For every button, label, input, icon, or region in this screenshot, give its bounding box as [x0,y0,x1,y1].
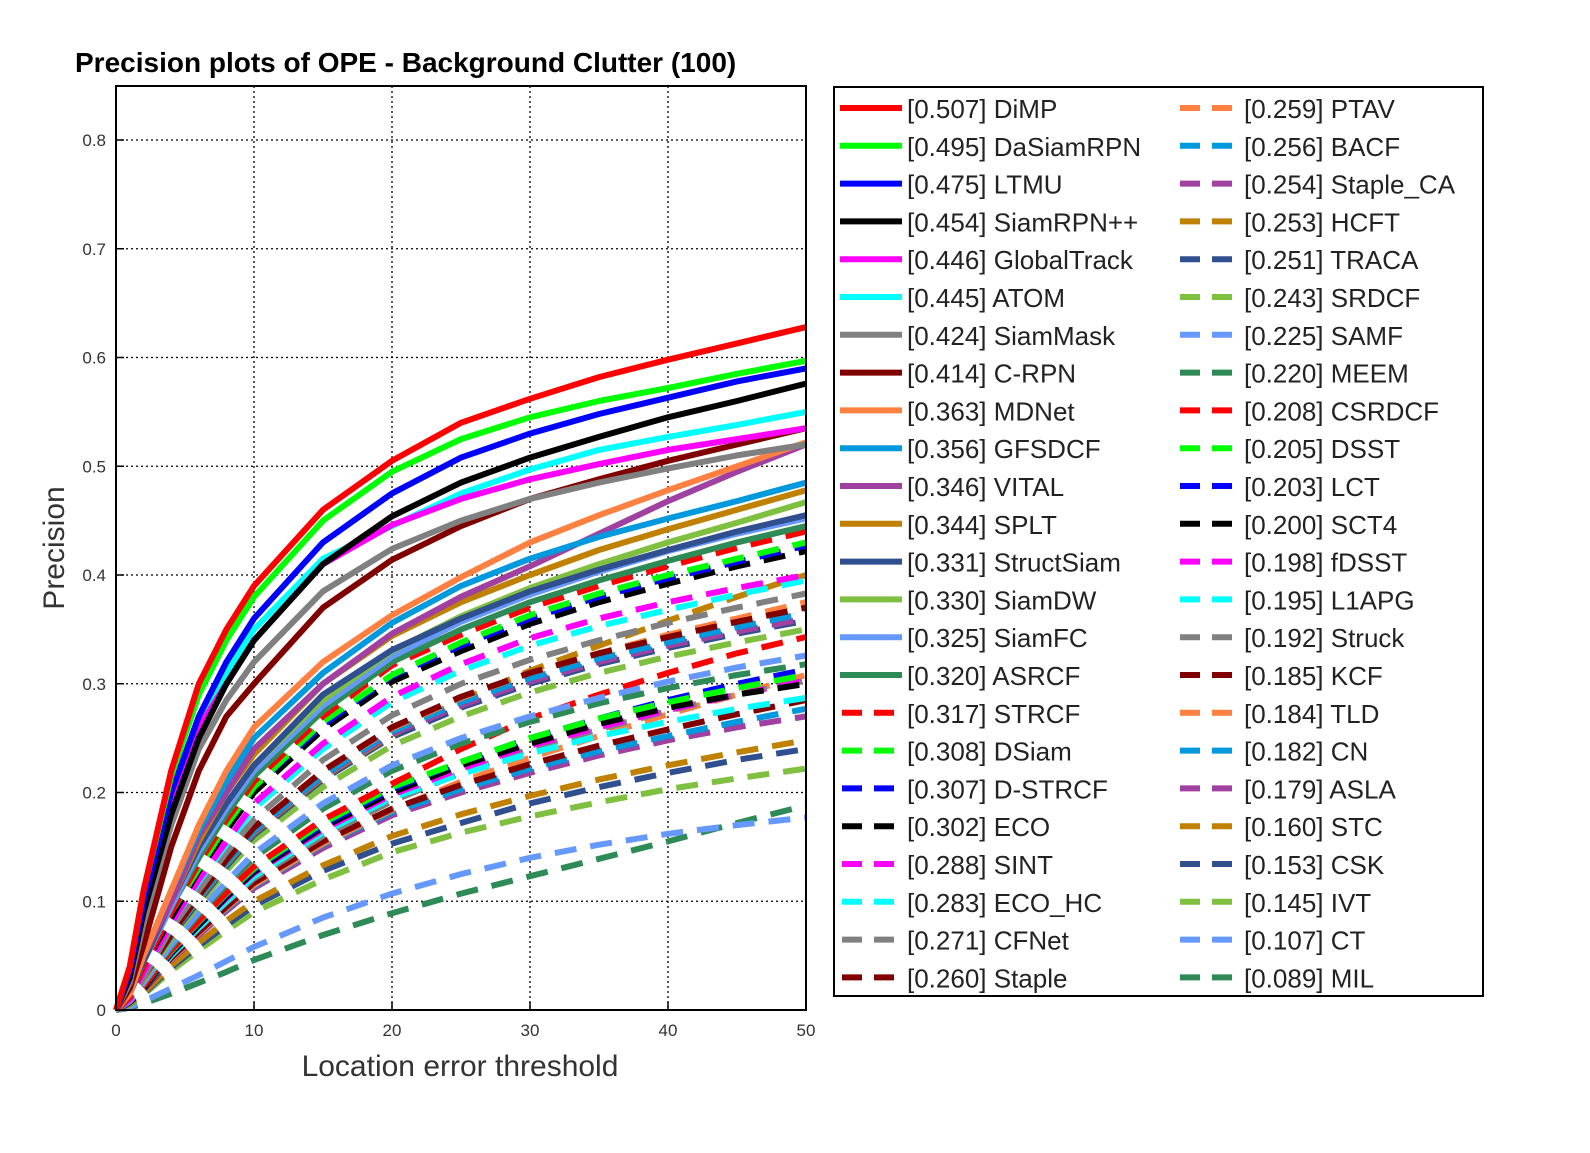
legend-entry: [0.414] C-RPN [907,359,1076,389]
legend-entry: [0.445] ATOM [907,283,1065,313]
legend-entry: [0.153] CSK [1244,850,1385,880]
legend-entry: [0.089] MIL [1244,963,1374,993]
series-line [113,425,807,1012]
series-line [113,324,807,1011]
legend-entry: [0.363] MDNet [907,396,1075,426]
plot-frame [115,85,807,1011]
legend-entry: [0.198] fDSST [1244,548,1407,578]
legend-entry: [0.195] L1APG [1244,585,1415,615]
legend-entry: [0.507] DiMP [907,94,1057,124]
legend-entry: [0.302] ECO [907,812,1050,842]
y-tick-label: 0.2 [82,784,106,803]
series-line [114,572,807,1013]
legend-entry: [0.185] KCF [1244,661,1383,691]
series-line [113,380,807,1012]
legend-entry: [0.184] TLD [1244,699,1379,729]
y-tick-label: 0.1 [82,892,106,911]
legend-entry: [0.454] SiamRPN++ [907,207,1138,237]
y-tick-label: 0.8 [82,131,106,150]
series-line [113,439,807,1012]
legend-entry: [0.208] CSRDCF [1244,396,1439,426]
legend-entry: [0.320] ASRCF [907,661,1080,691]
legend-entry: [0.259] PTAV [1244,94,1395,124]
series-line [114,610,807,1013]
legend-entry: [0.243] SRDCF [1244,283,1420,313]
y-tick-label: 0.5 [82,457,106,476]
axis-ticks: 0 10 20 30 40 50 0 0.1 0.2 0.3 0.4 0.5 0.6 0.7 0.8 [82,131,815,1040]
legend-entry: [0.253] HCFT [1244,207,1400,237]
y-tick-label: 0.7 [82,240,106,259]
series-line [114,604,807,1013]
legend-entry: [0.271] CFNet [907,926,1070,956]
legend-entry: [0.200] SCT4 [1244,510,1397,540]
series-line [113,548,807,1013]
x-tick-label: 30 [521,1021,540,1040]
legend-entry: [0.256] BACF [1244,132,1400,162]
legend-entry: [0.220] MEEM [1244,359,1409,389]
legend-entry: [0.182] CN [1244,737,1368,767]
legend-entry: [0.205] DSST [1244,434,1400,464]
legend-entry: [0.254] Staple_CA [1244,170,1456,200]
series-line [115,814,807,1013]
y-tick-label: 0.4 [82,566,106,585]
legend-entry: [0.107] CT [1244,926,1366,956]
x-tick-label: 10 [245,1021,264,1040]
legend-entry: [0.346] VITAL [907,472,1064,502]
series-line [114,615,807,1013]
x-axis-label: Location error threshold [302,1050,619,1083]
series-lines [113,324,808,1013]
legend-entry: [0.446] GlobalTrack [907,245,1134,275]
legend-entry: [0.179] ASLA [1244,774,1396,804]
series-line [114,590,807,1013]
legend-entry: [0.260] Staple [907,963,1067,993]
legend-entry: [0.356] GFSDCF [907,434,1101,464]
x-tick-label: 20 [383,1021,402,1040]
x-tick-label: 40 [659,1021,678,1040]
y-axis-label: Precision [38,486,71,609]
legend-entry: [0.160] STC [1244,812,1383,842]
legend-entry: [0.225] SAMF [1244,321,1403,351]
y-tick-label: 0 [97,1001,106,1020]
legend-entry: [0.325] SiamFC [907,623,1088,653]
legend-entry: [0.317] STRCF [907,699,1080,729]
legend-entry: [0.307] D-STRCF [907,774,1108,804]
legend-entry: [0.424] SiamMask [907,321,1116,351]
legend: [0.507] DiMP [0.495] DaSiamRPN [0.475] LTM… [833,86,1484,997]
x-tick-label: 50 [797,1021,816,1040]
legend-entry: [0.192] Struck [1244,623,1405,653]
chart-title: Precision plots of OPE - Background Clut… [75,47,736,78]
y-tick-label: 0.6 [82,349,106,368]
legend-entry: [0.145] IVT [1244,888,1371,918]
legend-entry: [0.308] DSiam [907,737,1072,767]
y-tick-label: 0.3 [82,675,106,694]
legend-entry: [0.344] SPLT [907,510,1057,540]
legend-entry: [0.475] LTMU [907,170,1063,200]
legend-entry: [0.203] LCT [1244,472,1380,502]
legend-entry: [0.330] SiamDW [907,585,1097,615]
legend-entry: [0.251] TRACA [1244,245,1419,275]
series-line [114,577,807,1013]
legend-entry: [0.283] ECO_HC [907,888,1102,918]
legend-entry: [0.288] SINT [907,850,1053,880]
legend-entry: [0.331] StructSiam [907,548,1121,578]
legend-box [833,86,1484,997]
legend-entry: [0.495] DaSiamRPN [907,132,1141,162]
x-tick-label: 0 [111,1021,120,1040]
series-line [114,572,807,1013]
